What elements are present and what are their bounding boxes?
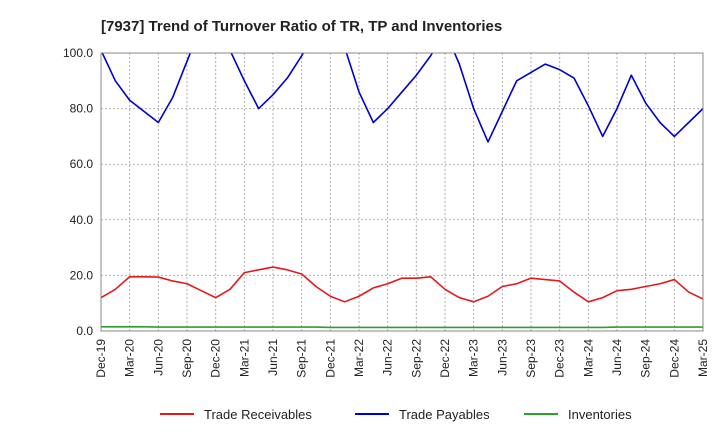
plot-frame xyxy=(100,52,704,332)
series-line-trade-receivables xyxy=(101,266,703,303)
x-tick-label: Mar-20 xyxy=(123,339,137,377)
legend-label-trade-receivables: Trade Receivables xyxy=(204,407,312,422)
x-tick-label: Dec-23 xyxy=(553,339,567,378)
x-tick-label: Jun-22 xyxy=(381,339,395,376)
x-tick-label: Mar-25 xyxy=(696,339,710,377)
x-tick-label: Dec-22 xyxy=(438,339,452,378)
x-tick-label: Dec-19 xyxy=(94,339,108,378)
y-axis-ticks: 0.0 20.0 40.0 60.0 80.0 100.0 xyxy=(63,46,93,338)
x-tick-label: Dec-20 xyxy=(209,339,223,378)
x-tick-label: Mar-23 xyxy=(467,339,481,377)
grid-lines xyxy=(100,52,704,332)
x-tick-label: Dec-24 xyxy=(667,339,681,378)
y-tick-label: 100.0 xyxy=(63,46,93,60)
x-tick-label: Sep-21 xyxy=(295,339,309,378)
series-line-trade-payables xyxy=(101,53,703,143)
x-tick-label: Mar-24 xyxy=(581,339,595,377)
x-tick-label: Sep-23 xyxy=(524,339,538,378)
x-tick-label: Sep-20 xyxy=(180,339,194,378)
x-tick-label: Mar-22 xyxy=(352,339,366,377)
legend: Trade Receivables Trade Payables Inventori… xyxy=(160,407,632,422)
y-tick-label: 0.0 xyxy=(76,324,93,338)
x-tick-label: Mar-21 xyxy=(237,339,251,377)
chart-title: [7937] Trend of Turnover Ratio of TR, TP… xyxy=(101,18,502,35)
y-tick-label: 80.0 xyxy=(70,102,94,116)
y-tick-label: 40.0 xyxy=(70,213,94,227)
legend-label-inventories: Inventories xyxy=(568,407,632,422)
x-axis-ticks: Dec-19 Mar-20 Jun-20 Sep-20 Dec-20 Mar-21 Jun-… xyxy=(94,339,710,378)
x-tick-label: Sep-24 xyxy=(639,339,653,378)
x-tick-label: Sep-22 xyxy=(409,339,423,378)
x-tick-label: Dec-21 xyxy=(323,339,337,378)
legend-label-trade-payables: Trade Payables xyxy=(399,407,490,422)
x-tick-label: Jun-20 xyxy=(151,339,165,376)
series-line-inventories xyxy=(101,326,703,329)
y-tick-label: 60.0 xyxy=(70,157,94,171)
series-lines xyxy=(101,53,703,329)
x-tick-label: Jun-24 xyxy=(610,339,624,376)
y-tick-label: 20.0 xyxy=(70,268,94,282)
x-tick-label: Jun-23 xyxy=(495,339,509,376)
x-tick-label: Jun-21 xyxy=(266,339,280,376)
